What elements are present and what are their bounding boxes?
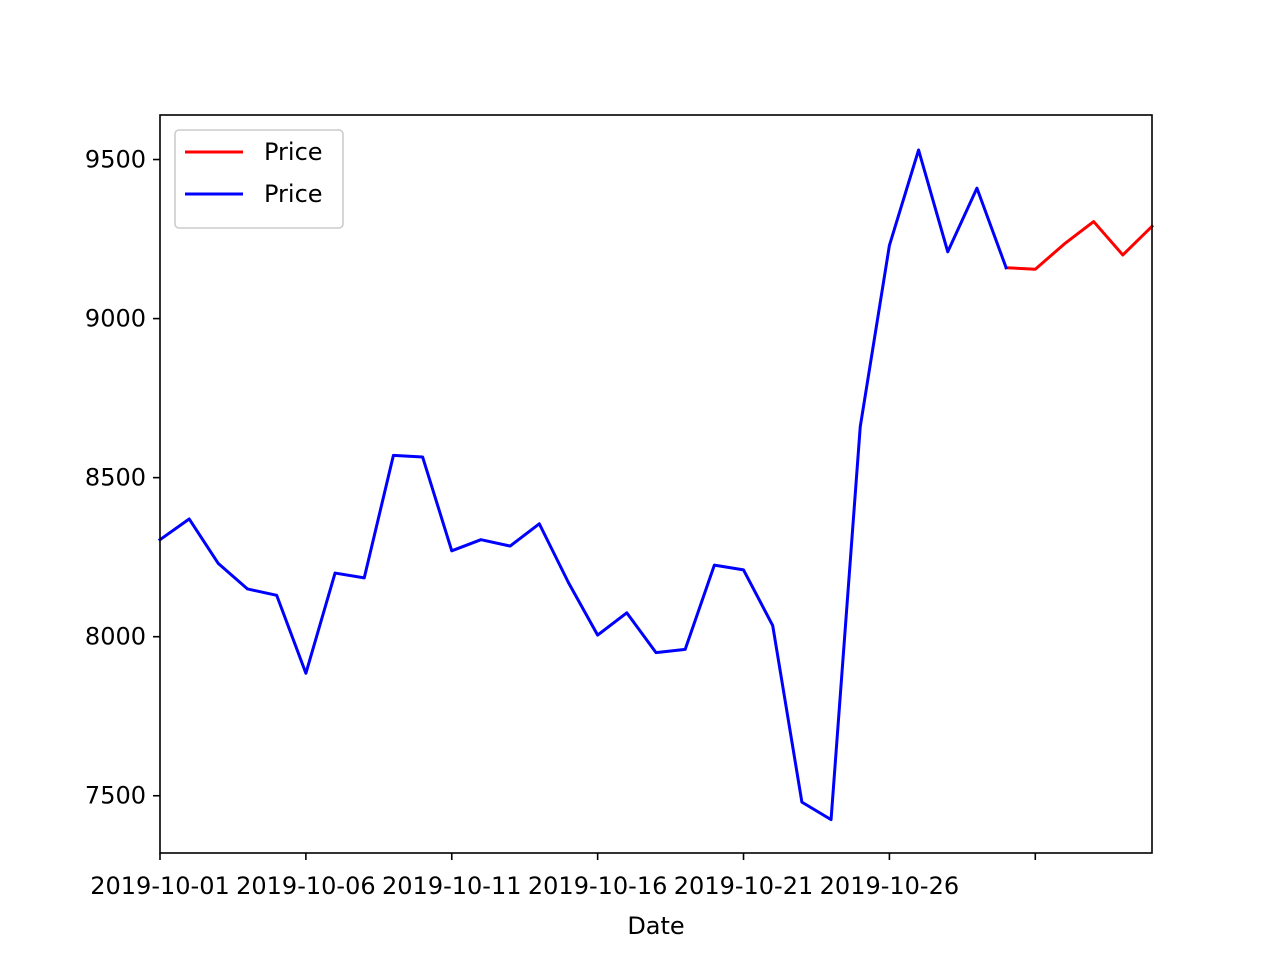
legend: Price Price [174,129,344,229]
axes-frame [159,114,1153,854]
legend-label-1: Price [264,180,323,208]
x-tick-label: 2019-10-01 [90,872,229,900]
x-tick-label: 2019-10-21 [674,872,813,900]
plot-area [160,115,1152,853]
y-tick-label: 9500 [85,146,146,174]
x-axis-label: Date [627,912,684,940]
legend-box [174,129,344,229]
y-tick-label: 9000 [85,305,146,333]
series-line-0 [1004,220,1155,271]
x-tick-label: 2019-10-11 [382,872,521,900]
x-tick-label: 2019-10-26 [820,872,959,900]
x-tick-label: 2019-10-06 [236,872,375,900]
legend-label-0: Price [264,138,323,166]
y-tick-label: 8000 [85,623,146,651]
y-tick-label: 7500 [85,782,146,810]
y-axis: 7500 8000 8500 9000 9500 [85,146,160,810]
series-layer [157,148,1155,822]
x-tick-label: 2019-10-16 [528,872,667,900]
x-axis: 2019-10-01 2019-10-06 2019-10-11 2019-10-16… [90,853,1037,900]
series-line-1 [157,148,1009,822]
y-tick-label: 8500 [85,464,146,492]
